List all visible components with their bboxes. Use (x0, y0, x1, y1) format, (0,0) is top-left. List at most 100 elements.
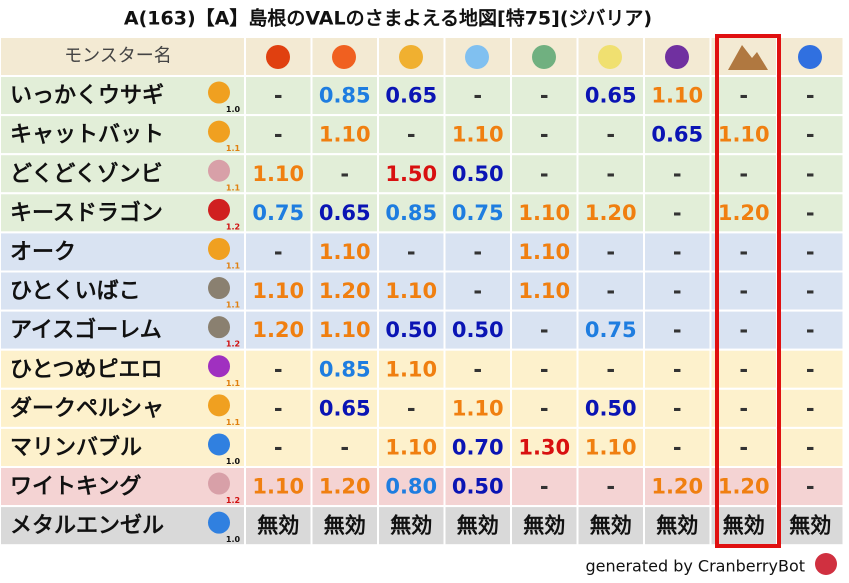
monster-icon (208, 433, 230, 456)
version: 1.1 (226, 301, 241, 310)
value-cell (643, 153, 712, 195)
value-cell (709, 348, 778, 390)
value: - (274, 396, 283, 420)
value-cell (643, 387, 712, 429)
value: 1.10 (319, 318, 371, 342)
monster-name: キャットバット (10, 123, 164, 148)
value: - (673, 318, 682, 342)
value-cell (244, 505, 313, 547)
value-cell (244, 426, 313, 468)
value-cell (244, 192, 313, 234)
value: - (673, 357, 682, 381)
value: - (739, 240, 748, 264)
monster-name: ダークペルシャ (10, 395, 164, 421)
value: - (806, 162, 815, 186)
value: - (274, 240, 283, 264)
value: 1.10 (718, 123, 770, 147)
value: - (806, 201, 815, 225)
value: - (540, 318, 549, 342)
value: 無効 (723, 514, 765, 538)
value: - (540, 123, 549, 147)
value: - (806, 357, 815, 381)
value: - (806, 435, 815, 459)
value-cell (377, 231, 446, 273)
version: 1.0 (226, 535, 241, 544)
value: - (606, 240, 615, 264)
value: - (540, 396, 549, 420)
monster-icon (208, 511, 230, 534)
header-cell (377, 36, 446, 77)
row-cell (0, 387, 246, 429)
version: 1.1 (226, 261, 241, 270)
value: 1.10 (385, 357, 437, 381)
value-cell (377, 505, 446, 547)
value-cell (443, 153, 512, 195)
bot-icon (815, 553, 837, 575)
value: 0.50 (452, 475, 504, 499)
value: 1.10 (585, 435, 637, 459)
value: - (540, 84, 549, 108)
value-cell (643, 309, 712, 351)
value-cell (377, 348, 446, 390)
value: 1.20 (718, 201, 770, 225)
value-cell (576, 153, 645, 195)
value-cell (310, 153, 379, 195)
value: - (806, 240, 815, 264)
value: - (540, 357, 549, 381)
value-cell (576, 231, 645, 273)
value: 1.10 (319, 123, 371, 147)
version: 1.1 (226, 379, 241, 388)
value: 無効 (656, 514, 698, 538)
value-cell (776, 153, 845, 195)
value: 1.20 (319, 279, 371, 303)
value: 1.10 (385, 435, 437, 459)
value: 0.50 (452, 318, 504, 342)
value: 1.20 (585, 201, 637, 225)
value: 1.20 (651, 475, 703, 499)
value: 1.10 (252, 279, 304, 303)
value: 0.80 (385, 475, 437, 499)
value: - (606, 475, 615, 499)
value: - (673, 279, 682, 303)
monster-icon (208, 237, 230, 260)
monster-name: ひとつめピエロ (10, 357, 162, 382)
monster-name: メタルエンゼル (10, 514, 164, 539)
value: - (407, 240, 416, 264)
value-cell (244, 348, 313, 390)
value: 1.10 (518, 279, 570, 303)
version: 1.0 (226, 105, 241, 114)
value: 1.30 (518, 435, 570, 459)
title: A(163)【A】島根のVALのさまよえる地図[特75](ジバリア) (124, 7, 652, 30)
value: - (540, 475, 549, 499)
value-cell (443, 309, 512, 351)
value: 0.65 (651, 123, 703, 147)
version: 1.2 (226, 496, 240, 505)
value: 1.10 (518, 240, 570, 264)
version: 1.1 (226, 418, 241, 427)
value: - (606, 123, 615, 147)
value: - (407, 396, 416, 420)
monster-icon (208, 159, 230, 182)
row-cell (0, 153, 246, 195)
value: 1.20 (319, 475, 371, 499)
value: - (274, 84, 283, 108)
value-cell (510, 75, 579, 117)
value: - (806, 84, 815, 108)
monster-icon (208, 198, 230, 221)
value-cell (244, 75, 313, 117)
value-cell (510, 153, 579, 195)
value: 1.10 (319, 240, 371, 264)
highlight-box (715, 34, 781, 548)
value: 0.50 (585, 396, 637, 420)
value-cell (643, 114, 712, 156)
value-cell (709, 270, 778, 312)
value: - (673, 396, 682, 420)
value-cell (576, 75, 645, 117)
value: - (673, 240, 682, 264)
value-cell (443, 348, 512, 390)
value-cell (776, 466, 845, 508)
value: - (739, 357, 748, 381)
version: 1.0 (226, 457, 241, 466)
value: - (473, 279, 482, 303)
